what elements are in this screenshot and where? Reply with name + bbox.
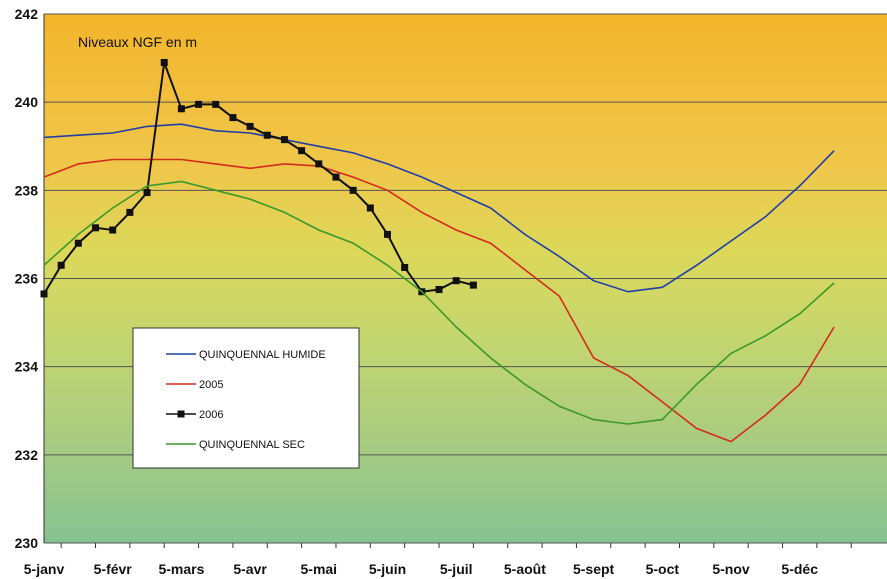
y-tick-label: 240 <box>15 94 39 110</box>
data-point <box>452 277 460 285</box>
x-tick-label: 5-mars <box>158 561 204 577</box>
y-tick-label: 238 <box>15 182 39 198</box>
legend-label: 2005 <box>199 379 223 391</box>
x-tick-label: 5-juin <box>369 561 406 577</box>
data-point <box>57 261 65 269</box>
x-tick-label: 5-avr <box>233 561 267 577</box>
y-tick-label: 242 <box>15 6 39 22</box>
data-point <box>401 263 409 271</box>
y-tick-label: 234 <box>15 359 39 375</box>
data-point <box>263 131 271 139</box>
data-point <box>195 100 203 108</box>
data-point <box>177 105 185 113</box>
data-point <box>366 204 374 212</box>
series-line-1 <box>43 158 835 443</box>
data-point <box>332 173 340 181</box>
y-axis-ticks: 230 232 234 236 238 240 242 <box>15 6 39 551</box>
data-point <box>349 186 357 194</box>
series-lines <box>40 58 835 443</box>
data-point <box>74 239 82 247</box>
data-point <box>109 226 117 234</box>
legend: QUINQUENNAL HUMIDE 2005 2006 QUINQUENNAL SE… <box>132 327 360 469</box>
x-tick-label: 5-oct <box>646 561 680 577</box>
data-point <box>126 208 134 216</box>
axis-note: Niveaux NGF en m <box>78 34 197 50</box>
x-tick-label: 5-août <box>504 561 546 577</box>
x-tick-label: 5-nov <box>712 561 750 577</box>
legend-label: QUINQUENNAL SEC <box>199 439 305 451</box>
data-point <box>143 189 151 197</box>
data-point <box>384 230 391 238</box>
series-line-3 <box>43 180 835 425</box>
data-point <box>315 160 323 168</box>
data-point <box>469 281 477 289</box>
x-tick-label: 5-mai <box>301 561 338 577</box>
data-point <box>229 114 237 122</box>
legend-label: 2006 <box>199 409 223 421</box>
data-point <box>435 286 443 294</box>
x-tick-label: 5-janv <box>24 561 65 577</box>
data-point <box>92 224 100 232</box>
data-point <box>40 290 48 298</box>
data-point <box>246 122 254 130</box>
x-tick-label: 5-févr <box>94 561 133 577</box>
legend-marker <box>177 410 185 418</box>
x-tick-label: 5-sept <box>573 561 615 577</box>
data-point <box>160 58 168 66</box>
series-line-0 <box>43 123 835 293</box>
legend-label: QUINQUENNAL HUMIDE <box>199 349 326 361</box>
data-point <box>298 147 306 155</box>
y-tick-label: 236 <box>15 271 39 287</box>
y-tick-label: 232 <box>15 447 39 463</box>
y-tick-label: 230 <box>15 535 39 551</box>
x-axis-ticks: 5-janv 5-févr 5-mars 5-avr 5-mai 5-juin 5-juil… <box>24 543 852 577</box>
x-tick-label: 5-juil <box>440 561 473 577</box>
x-tick-label: 5-déc <box>781 561 818 577</box>
data-point <box>280 136 288 144</box>
data-point <box>212 100 220 108</box>
